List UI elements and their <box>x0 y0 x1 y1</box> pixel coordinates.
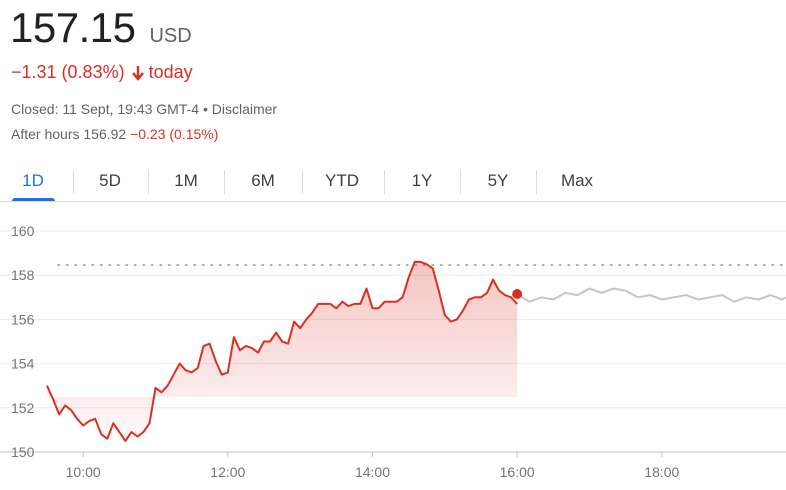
y-tick-label: 160 <box>11 223 35 239</box>
tab-divider <box>302 170 303 194</box>
y-tick-label: 150 <box>11 444 35 460</box>
change-value: −1.31 (0.83%) <box>11 62 125 82</box>
x-tick-label: 10:00 <box>66 464 101 480</box>
tab-5d[interactable]: 5D <box>99 171 121 190</box>
closed-info: Closed: 11 Sept, 19:43 GMT-4 • Disclaime… <box>11 101 278 117</box>
after-hours-label: After hours 156.92 <box>11 126 127 142</box>
series-line-regular <box>46 260 518 442</box>
area-fill <box>47 261 518 441</box>
y-tick-label: 152 <box>11 400 35 416</box>
series-line-after-hours <box>516 287 786 303</box>
y-tick-label: 156 <box>11 311 35 327</box>
current-price-marker <box>512 288 523 299</box>
x-axis-labels: 10:00 12:00 14:00 16:00 18:00 <box>66 452 680 480</box>
active-tab-indicator <box>12 198 55 202</box>
series <box>46 260 786 442</box>
x-tick-label: 14:00 <box>355 464 390 480</box>
x-tick-label: 16:00 <box>500 464 535 480</box>
currency-code: USD <box>149 25 192 47</box>
tab-divider <box>384 170 385 194</box>
tab-divider <box>148 170 149 194</box>
tab-5y[interactable]: 5Y <box>487 171 509 190</box>
tab-6m[interactable]: 6M <box>251 171 275 190</box>
after-hours-change: −0.23 (0.15%) <box>130 126 219 142</box>
tab-1y[interactable]: 1Y <box>411 171 433 190</box>
price-header: 157.15 USD <box>10 4 192 52</box>
y-axis-labels: 160 158 156 154 152 150 <box>11 223 35 460</box>
change-period: today <box>148 62 193 82</box>
tabs-divider <box>0 201 786 202</box>
tab-divider <box>224 170 225 194</box>
tab-1d[interactable]: 1D <box>22 171 44 190</box>
tab-divider <box>460 170 461 194</box>
x-tick-label: 12:00 <box>210 464 245 480</box>
tab-max[interactable]: Max <box>560 171 594 190</box>
tab-divider <box>73 170 74 194</box>
daily-change: −1.31 (0.83%) today <box>11 62 193 83</box>
tab-ytd[interactable]: YTD <box>325 171 359 190</box>
arrow-down-icon <box>131 65 144 81</box>
current-price: 157.15 <box>10 4 136 51</box>
y-tick-label: 158 <box>11 267 35 283</box>
after-hours-info: After hours 156.92 −0.23 (0.15%) <box>11 126 218 142</box>
tab-1m[interactable]: 1M <box>174 171 198 190</box>
tab-divider <box>536 170 537 194</box>
x-tick-label: 18:00 <box>644 464 679 480</box>
y-tick-label: 154 <box>11 356 35 372</box>
range-tabs: 1D 5D 1M 6M YTD 1Y 5Y Max <box>0 162 786 202</box>
